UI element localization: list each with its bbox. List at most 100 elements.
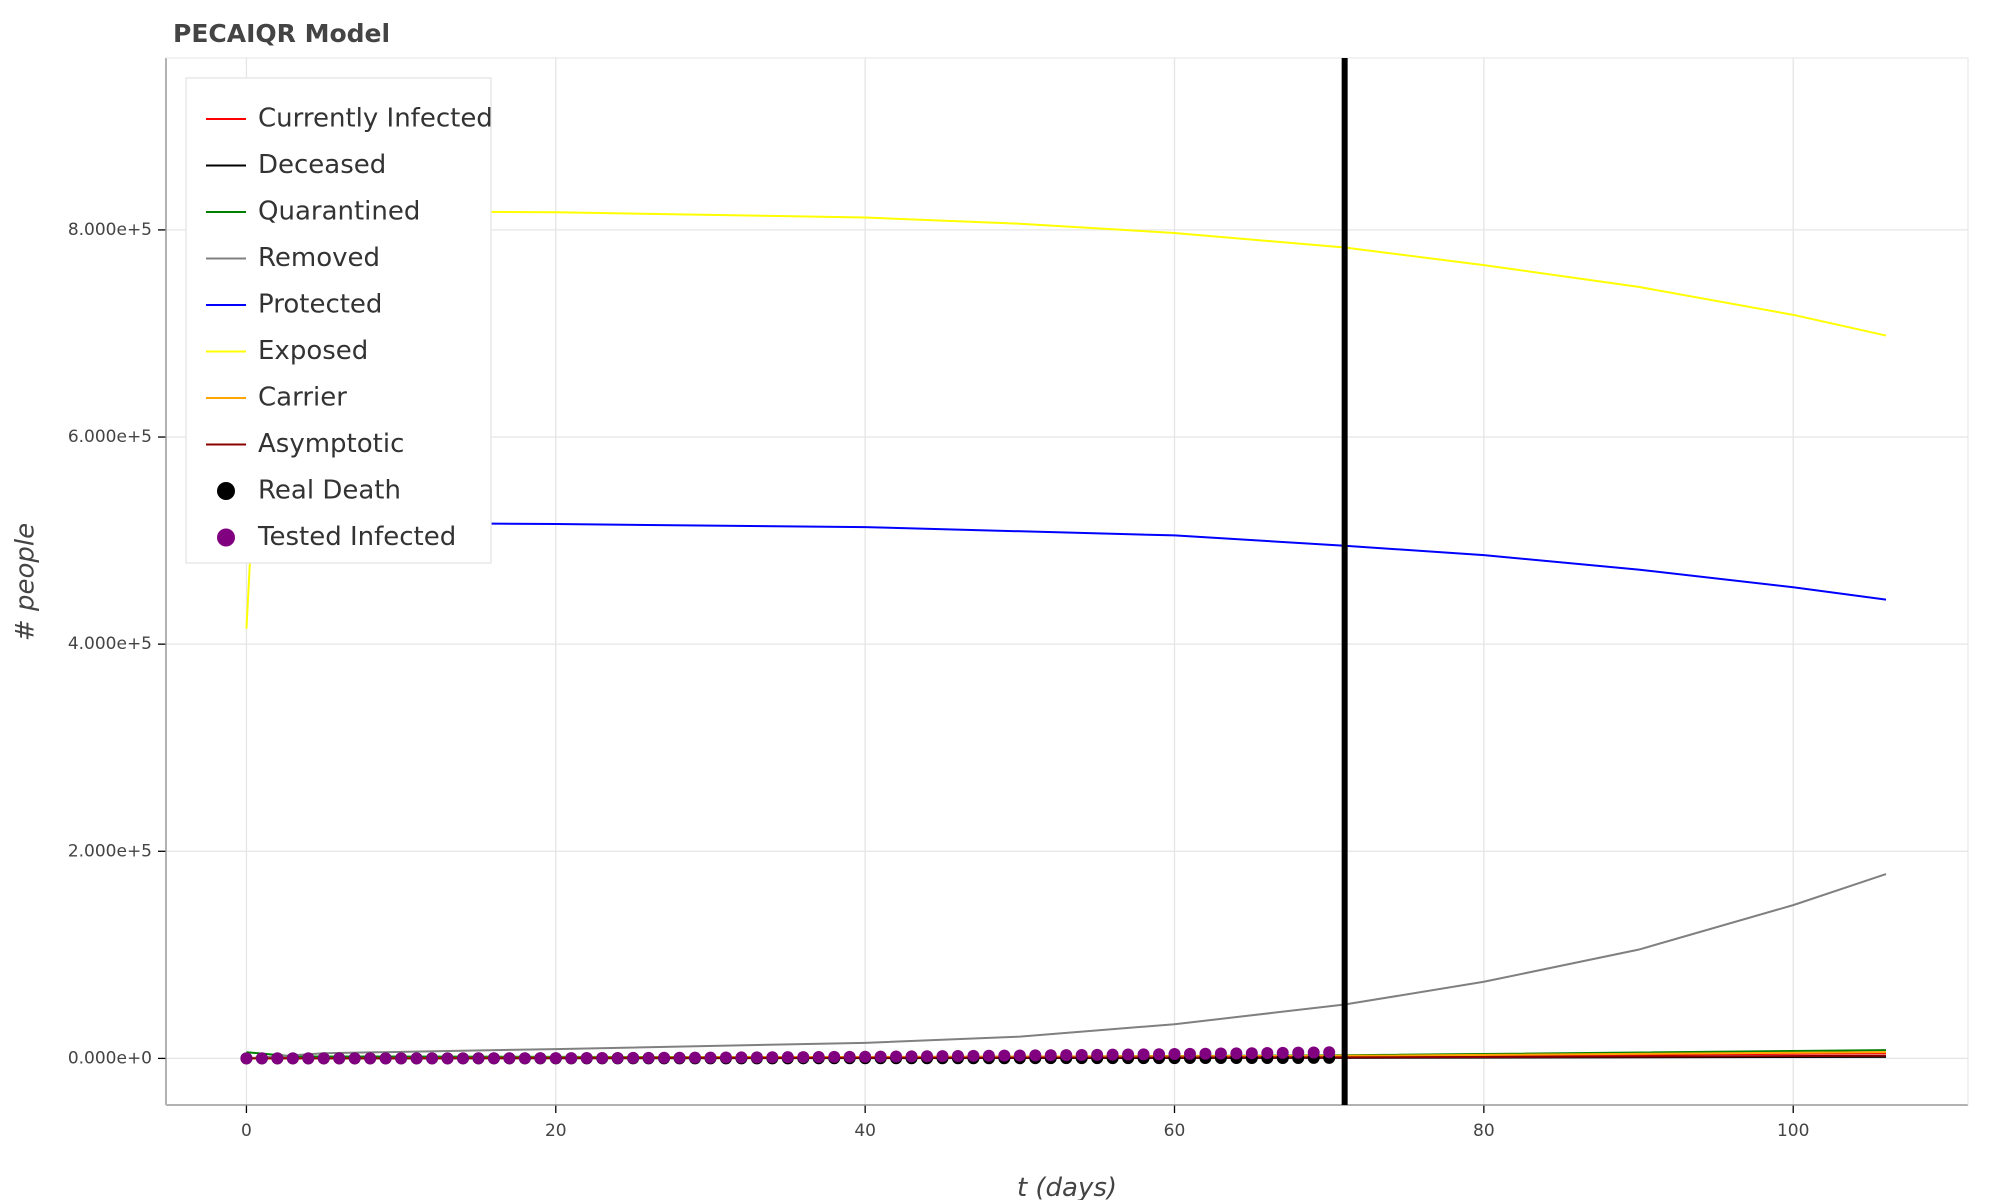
data-point — [1307, 1046, 1320, 1059]
data-point — [302, 1052, 315, 1065]
data-point — [874, 1050, 887, 1063]
legend-label: Removed — [258, 243, 380, 273]
data-point — [364, 1052, 377, 1065]
legend-box — [185, 77, 492, 564]
x-tick-label: 40 — [854, 1121, 876, 1141]
data-point — [1013, 1049, 1026, 1062]
data-point — [286, 1052, 299, 1065]
legend-label: Tested Infected — [257, 522, 456, 552]
data-point — [348, 1052, 361, 1065]
legend-swatch — [217, 528, 235, 547]
data-point — [843, 1050, 856, 1063]
data-point — [1199, 1047, 1212, 1060]
data-point — [580, 1052, 593, 1065]
data-point — [549, 1052, 562, 1065]
plot-frame — [165, 57, 1969, 1106]
data-point — [1091, 1048, 1104, 1061]
data-point — [735, 1051, 748, 1064]
data-point — [967, 1049, 980, 1062]
series-line — [246, 873, 1887, 1060]
y-tick-label: 8.000e+5 — [68, 220, 152, 240]
data-point — [1044, 1049, 1057, 1062]
x-axis-label: t (days) — [1017, 1173, 1117, 1200]
data-point — [1075, 1048, 1088, 1061]
legend-swatch — [217, 482, 235, 500]
x-tick-label: 80 — [1473, 1121, 1495, 1141]
data-point — [1153, 1048, 1166, 1061]
series-line — [245, 197, 1887, 629]
y-tick-label: 0.000e+0 — [68, 1048, 152, 1068]
data-point — [688, 1051, 701, 1064]
data-point — [1214, 1047, 1227, 1060]
legend-label: Quarantined — [258, 197, 420, 227]
legend-label: Carrier — [258, 383, 347, 413]
data-point — [828, 1050, 841, 1063]
data-point — [456, 1052, 469, 1065]
data-point — [905, 1050, 918, 1063]
data-point — [627, 1051, 640, 1064]
data-point — [1137, 1048, 1150, 1061]
data-point — [1323, 1046, 1336, 1059]
data-point — [410, 1052, 423, 1065]
y-tick-label: 4.000e+5 — [68, 634, 152, 654]
data-point — [487, 1052, 500, 1065]
data-point — [333, 1052, 346, 1065]
legend-label: Asymptotic — [258, 429, 404, 459]
data-point — [781, 1051, 794, 1064]
data-point — [951, 1050, 964, 1063]
y-axis-label: # people — [11, 523, 41, 641]
data-point — [921, 1050, 934, 1063]
data-point — [240, 1052, 253, 1065]
data-point — [797, 1051, 810, 1064]
data-point — [472, 1052, 485, 1065]
data-point — [719, 1051, 732, 1064]
data-point — [503, 1052, 516, 1065]
data-point — [1183, 1047, 1196, 1060]
legend-label: Currently Infected — [258, 104, 493, 134]
data-point — [518, 1052, 531, 1065]
data-point — [255, 1052, 268, 1065]
x-tick-label: 20 — [545, 1121, 567, 1141]
data-point — [426, 1052, 439, 1065]
data-point — [859, 1050, 872, 1063]
legend-label: Protected — [258, 290, 382, 320]
y-tick-label: 2.000e+5 — [68, 841, 152, 861]
data-point — [1230, 1047, 1243, 1060]
data-point — [704, 1051, 717, 1064]
data-point — [441, 1052, 454, 1065]
data-point — [596, 1052, 609, 1064]
data-point — [1106, 1048, 1119, 1061]
data-point — [936, 1050, 949, 1063]
data-point — [1168, 1048, 1181, 1061]
y-tick-label: 6.000e+5 — [68, 427, 152, 447]
data-point — [565, 1052, 578, 1065]
data-point — [998, 1049, 1011, 1062]
data-point — [1245, 1047, 1258, 1060]
data-point — [766, 1051, 779, 1064]
x-tick-label: 0 — [241, 1121, 252, 1141]
data-point — [642, 1051, 655, 1064]
data-point — [379, 1052, 392, 1065]
data-point — [395, 1052, 408, 1065]
data-point — [658, 1051, 671, 1064]
data-point — [750, 1051, 763, 1064]
data-point — [812, 1051, 825, 1064]
data-point — [1276, 1046, 1289, 1059]
data-point — [1029, 1049, 1042, 1062]
data-point — [317, 1052, 330, 1065]
x-tick-label: 60 — [1164, 1121, 1186, 1141]
data-point — [1261, 1047, 1274, 1060]
series-line — [245, 126, 1887, 601]
legend-label: Real Death — [258, 476, 401, 506]
data-point — [271, 1052, 284, 1065]
chart-title: PECAIQR Model — [173, 19, 390, 48]
data-point — [890, 1050, 903, 1063]
data-point — [982, 1049, 995, 1062]
data-point — [673, 1051, 686, 1064]
x-tick-label: 100 — [1777, 1121, 1809, 1141]
data-point — [534, 1052, 547, 1065]
data-point — [1292, 1046, 1305, 1059]
legend-label: Exposed — [258, 336, 368, 366]
